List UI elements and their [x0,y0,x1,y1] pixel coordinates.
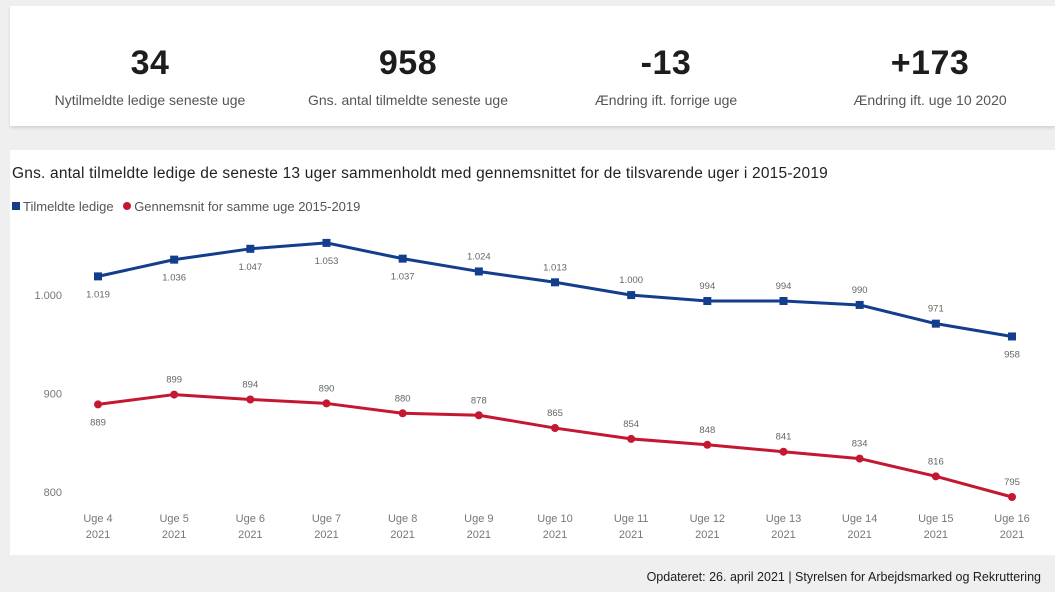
legend-square-icon [12,202,20,210]
data-point-marker [855,300,864,309]
data-point-marker [931,319,940,328]
data-point-marker [474,267,483,276]
legend-item-average[interactable]: Gennemsnit for samme uge 2015-2019 [123,199,360,214]
data-point-marker [94,272,102,281]
data-point-marker [1008,332,1016,341]
x-tick-label: Uge 8 2021 [388,513,417,541]
data-point-marker [170,255,179,264]
x-tick-label: Uge 16 2021 [994,513,1029,541]
data-label: 841 [776,432,792,443]
kpi-label: Nytilmeldte ledige seneste uge [54,92,246,108]
data-label: 848 [699,425,715,436]
x-tick-label: Uge 4 2021 [83,513,112,541]
x-tick-label: Uge 15 2021 [918,513,953,541]
data-point-marker [627,291,636,300]
data-label: 994 [699,281,715,292]
data-label: 971 [928,304,944,315]
kpi-value: -13 [640,44,692,82]
data-label: 958 [1004,349,1020,360]
data-label: 1.019 [86,289,110,300]
data-point-marker [246,244,255,253]
footer-updated: Opdateret: 26. april 2021 | Styrelsen fo… [646,570,1041,584]
data-label: 890 [319,383,335,394]
data-label: 990 [852,285,868,296]
kpi-value: +173 [890,44,970,82]
data-point-marker [779,447,788,456]
y-tick-label: 1.000 [34,290,62,302]
data-label: 795 [1004,477,1020,488]
legend-label: Gennemsnit for samme uge 2015-2019 [134,199,361,214]
data-label: 1.053 [315,256,339,267]
data-label: 834 [852,439,868,450]
x-tick-label: Uge 6 2021 [236,513,265,541]
x-tick-label: Uge 9 2021 [464,513,493,541]
data-point-marker [855,454,864,463]
data-label: 1.024 [467,251,491,262]
kpi-card-change-prev-week: -13 Ændring ift. forrige uge [536,6,796,126]
kpi-card-avg-registered: 958 Gns. antal tilmeldte seneste uge [278,6,538,126]
data-label: 1.037 [391,272,415,283]
kpi-panel: 34 Nytilmeldte ledige seneste uge 958 Gn… [10,6,1055,126]
x-tick-label: Uge 13 2021 [766,513,801,541]
data-point-marker [398,409,407,418]
data-label: 889 [90,417,106,428]
data-label: 1.000 [619,275,643,286]
data-label: 878 [471,395,487,406]
y-tick-label: 800 [44,487,62,499]
data-point-marker [627,434,636,443]
data-point-marker [703,440,712,449]
data-point-marker [779,297,788,306]
x-tick-label: Uge 5 2021 [159,513,188,541]
kpi-label: Ændring ift. uge 10 2020 [853,92,1007,108]
data-label: 1.047 [238,262,262,273]
data-label: 1.013 [543,262,567,273]
data-point-marker [1008,493,1016,501]
data-point-marker [322,399,331,408]
x-tick-label: Uge 11 2021 [614,513,649,541]
chart-panel [10,150,1055,555]
data-point-marker [931,472,940,481]
kpi-label: Ændring ift. forrige uge [594,92,738,108]
data-point-marker [322,238,331,247]
data-point-marker [398,254,407,263]
data-label: 816 [928,456,944,467]
chart-title: Gns. antal tilmeldte ledige de seneste 1… [12,165,828,182]
x-tick-label: Uge 14 2021 [842,513,877,541]
data-label: 894 [242,379,258,390]
x-tick-label: Uge 12 2021 [690,513,725,541]
data-point-marker [703,297,712,306]
kpi-card-change-week10-2020: +173 Ændring ift. uge 10 2020 [800,6,1055,126]
data-label: 865 [547,408,563,419]
y-tick-label: 900 [44,389,62,401]
chart-legend: Tilmeldte ledige Gennemsnit for samme ug… [12,199,366,214]
data-label: 880 [395,393,411,404]
data-label: 899 [166,375,182,386]
kpi-value: 958 [378,44,438,82]
x-tick-label: Uge 10 2021 [537,513,572,541]
kpi-card-new-registered: 34 Nytilmeldte ledige seneste uge [20,6,280,126]
x-tick-label: Uge 7 2021 [312,513,341,541]
data-point-marker [246,395,255,404]
legend-label: Tilmeldte ledige [23,199,114,214]
kpi-value: 34 [130,44,170,82]
data-point-marker [94,400,102,409]
data-point-marker [551,424,559,433]
legend-dot-icon [123,202,132,210]
data-label: 994 [776,281,792,292]
series-line-registered [96,241,1014,338]
kpi-label: Gns. antal tilmeldte seneste uge [307,92,508,108]
data-point-marker [474,411,483,420]
data-label: 854 [623,419,639,430]
data-point-marker [170,390,179,399]
data-label: 1.036 [162,273,186,284]
data-point-marker [551,278,559,287]
legend-item-registered[interactable]: Tilmeldte ledige [12,199,114,214]
